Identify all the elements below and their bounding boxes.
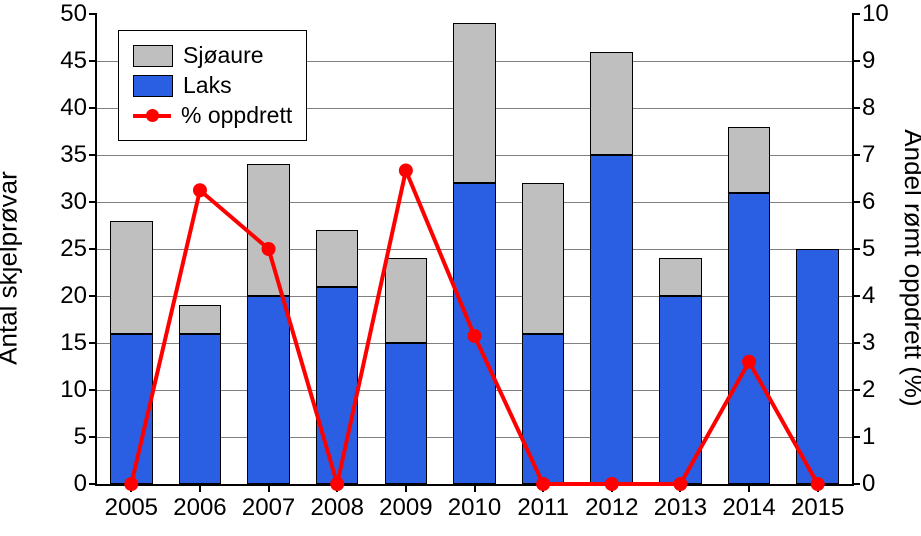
x-tick-label: 2007 [242,484,295,522]
line-marker [262,242,276,256]
y-right-tick-label: 7 [852,141,875,169]
y-left-tick-label: 50 [60,0,97,28]
legend-line-icon [133,106,171,126]
y-left-tick-label: 45 [60,47,97,75]
line-marker [742,355,756,369]
y-right-tick-label: 10 [852,0,889,28]
x-tick-label: 2009 [379,484,432,522]
y-left-axis-label: Antal skjelprøvar [0,171,24,365]
y-left-tick-label: 25 [60,235,97,263]
y-left-tick-label: 30 [60,188,97,216]
y-right-tick-label: 9 [852,47,875,75]
y-right-tick-label: 3 [852,329,875,357]
legend-item: % oppdrett [133,102,292,129]
legend-item: Sjøaure [133,42,292,69]
line-marker [811,477,825,491]
legend-label: % oppdrett [181,102,292,129]
y-right-axis-label: Andel rømt oppdrett (%) [898,129,921,406]
line-marker [605,477,619,491]
line-marker [468,329,482,343]
y-right-tick-label: 4 [852,282,875,310]
x-tick-label: 2006 [173,484,226,522]
line-marker [536,477,550,491]
y-right-tick-label: 1 [852,423,875,451]
y-right-tick-label: 0 [852,470,875,498]
y-left-tick-label: 0 [74,470,97,498]
chart-container: Antal skjelprøvar Andel rømt oppdrett (%… [0,0,921,536]
y-right-tick-label: 6 [852,188,875,216]
x-tick-label: 2010 [448,484,501,522]
legend-label: Laks [183,72,232,99]
y-left-tick-label: 35 [60,141,97,169]
y-right-tick-label: 8 [852,94,875,122]
line-oppdrett [131,171,817,484]
legend-swatch [133,75,173,97]
legend-swatch [133,45,173,67]
y-left-tick-label: 40 [60,94,97,122]
line-marker [673,477,687,491]
line-marker [124,477,138,491]
line-marker [399,164,413,178]
x-tick-label: 2014 [722,484,775,522]
line-marker [193,183,207,197]
legend-item: Laks [133,72,292,99]
legend: Sjøaure Laks % oppdrett [118,30,307,141]
y-left-tick-label: 20 [60,282,97,310]
y-left-tick-label: 15 [60,329,97,357]
y-left-tick-label: 10 [60,376,97,404]
legend-label: Sjøaure [183,42,264,69]
y-right-tick-label: 5 [852,235,875,263]
line-marker [330,477,344,491]
y-left-tick-label: 5 [74,423,97,451]
y-right-tick-label: 2 [852,376,875,404]
